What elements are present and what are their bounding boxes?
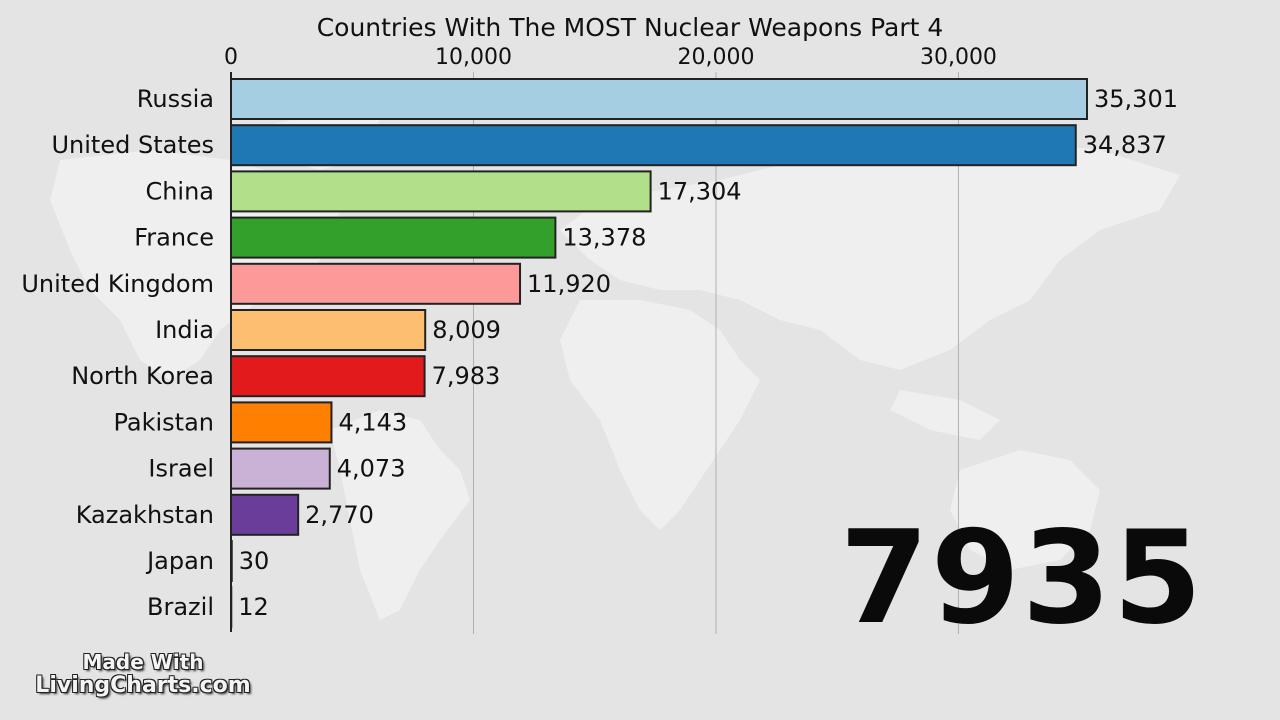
category-label: Israel xyxy=(148,455,214,483)
value-label: 17,304 xyxy=(658,177,742,205)
category-label: United Kingdom xyxy=(21,270,214,298)
bar xyxy=(230,124,1077,167)
value-label: 13,378 xyxy=(562,224,646,252)
category-label: France xyxy=(134,224,214,252)
bar xyxy=(230,309,427,351)
bar xyxy=(230,401,333,444)
value-label: 7,983 xyxy=(432,362,501,390)
category-label: Kazakhstan xyxy=(76,501,214,529)
x-tick-label: 0 xyxy=(224,45,238,70)
watermark-line1: Made With xyxy=(82,650,204,674)
watermark: Made With LivingCharts.com xyxy=(18,650,268,698)
bar xyxy=(230,262,522,305)
category-label: Brazil xyxy=(147,593,214,621)
category-label: China xyxy=(145,177,214,205)
bar xyxy=(230,540,233,582)
value-label: 35,301 xyxy=(1094,85,1178,113)
value-label: 4,143 xyxy=(338,408,407,436)
value-label: 8,009 xyxy=(432,316,501,344)
x-tick-label: 10,000 xyxy=(435,45,512,70)
bar xyxy=(230,447,331,490)
value-label: 34,837 xyxy=(1083,131,1167,159)
value-label: 30 xyxy=(239,547,270,575)
bar xyxy=(230,170,652,213)
watermark-line2: LivingCharts.com xyxy=(35,673,251,698)
category-label: Russia xyxy=(137,85,214,113)
x-tick-label: 30,000 xyxy=(920,45,997,70)
bar xyxy=(230,493,300,536)
value-label: 11,920 xyxy=(527,270,611,298)
category-label: Japan xyxy=(145,547,214,575)
chart-title: Countries With The MOST Nuclear Weapons … xyxy=(316,13,944,42)
category-label: North Korea xyxy=(71,362,214,390)
value-label: 12 xyxy=(238,593,269,621)
value-label: 2,770 xyxy=(305,501,374,529)
category-label: United States xyxy=(51,131,214,159)
category-label: India xyxy=(155,316,214,344)
bar xyxy=(230,78,1088,120)
category-label: Pakistan xyxy=(114,408,215,436)
value-label: 4,073 xyxy=(337,455,406,483)
bar xyxy=(230,355,426,398)
bar xyxy=(230,216,557,259)
x-tick-label: 20,000 xyxy=(677,45,754,70)
year-counter: 7935 xyxy=(839,504,1204,653)
